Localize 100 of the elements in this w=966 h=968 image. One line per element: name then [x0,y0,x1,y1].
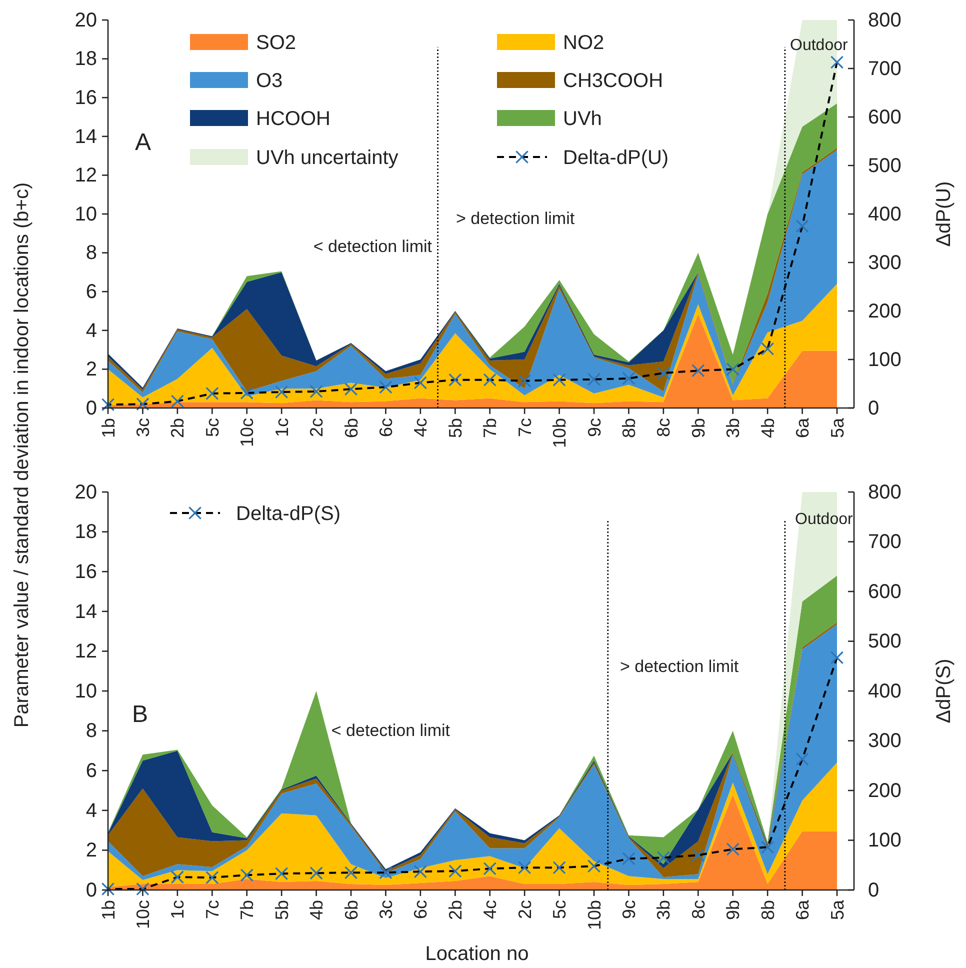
legend-label: UVh [563,108,602,130]
x-tick-label: 9c [619,900,640,920]
x-tick-label: 1c [272,418,292,438]
x-tick-label: 5c [550,900,570,920]
x-tick-label: 9c [584,418,604,438]
y2-tick-label: 600 [868,106,902,128]
y2-tick-label: 400 [868,203,902,226]
x-tick-label: 6b [341,900,362,920]
x-tick-label: 2b [445,900,466,920]
x-tick-label: 2c [306,418,327,438]
y-tick-label: 10 [74,680,97,702]
x-tick-label: 6a [792,899,813,920]
x-tick-label: 6c [376,418,396,438]
x-tick-label: 4b [758,418,778,438]
annotation: > detection limit [620,657,739,676]
x-tick-label: 8b [619,418,640,438]
x-axis-title: Location no [425,943,529,965]
y-tick-label: 12 [74,164,97,187]
legend-label: Delta-dP(U) [563,147,669,169]
y2-tick-label: 0 [868,397,880,420]
y-tick-label: 0 [86,397,97,420]
x-tick-label: 5b [272,900,292,920]
x-tick-label: 3c [133,418,154,438]
y-tick-label: 4 [86,320,97,342]
legend-label: HCOOH [256,108,330,130]
y2-tick-label: 500 [868,154,902,177]
x-tick-label: 8c [654,418,674,438]
x-tick-label: 4c [410,418,431,438]
x-tick-label: 7c [514,418,535,438]
x-tick-label: 1b [98,418,118,438]
y2-tick-label: 600 [868,580,902,603]
y-tick-label: 6 [86,760,97,782]
annotation: A [135,129,152,156]
y-axis-title: Parameter value / standard deviation in indoor locations (b+c) [11,182,33,728]
x-tick-label: 10b [584,900,604,930]
annotation: B [132,701,148,728]
x-tick-label: 1b [98,900,118,920]
y2-tick-label: 300 [868,252,902,274]
x-tick-label: 6b [341,418,362,438]
y-tick-label: 18 [74,48,97,70]
y2-tick-label: 700 [868,58,902,80]
x-tick-label: 9b [688,418,708,438]
y2-tick-label: 700 [868,531,902,554]
x-tick-label: 3c [376,900,396,920]
x-tick-label: 7b [480,418,500,438]
y-tick-label: 20 [74,9,97,32]
x-tick-label: 5b [445,418,466,438]
y2-tick-label: 500 [868,630,902,653]
y-tick-label: 2 [86,840,97,862]
x-tick-label: 5c [202,418,222,438]
x-tick-label: 5a [827,417,848,438]
y-tick-label: 20 [74,481,97,504]
legend-label: UVh uncertainty [256,147,398,169]
y-tick-label: 0 [86,879,97,902]
x-tick-label: 6c [410,900,431,920]
y2-tick-label: 400 [868,680,902,702]
annotation: < detection limit [313,237,432,256]
y-tick-label: 8 [86,242,97,264]
y2-axis-title: ΔdP(U) [933,181,955,247]
x-tick-label: 7b [237,900,258,920]
x-tick-label: 3b [654,900,674,920]
annotation: Outdoor [790,37,848,54]
y-tick-label: 12 [74,640,97,663]
x-tick-label: 2c [514,900,535,920]
x-tick-label: 1c [168,900,188,920]
x-tick-label: 3b [723,418,744,438]
x-tick-label: 2b [168,418,188,438]
annotation: Outdoor [795,511,854,528]
x-tick-label: 4b [306,900,327,920]
x-tick-label: 9b [723,900,744,920]
y2-tick-label: 0 [868,879,880,902]
x-tick-label: 7c [202,900,222,920]
y2-tick-label: 300 [868,730,902,752]
legend-label: CH3COOH [563,70,664,92]
legend-label: SO2 [256,32,296,54]
y-tick-label: 14 [74,600,97,623]
y-tick-label: 10 [74,203,97,226]
x-tick-label: 6a [792,417,813,438]
y2-tick-label: 100 [868,830,902,852]
x-tick-label: 10b [550,418,570,448]
y2-tick-label: 200 [868,780,902,802]
y-tick-label: 8 [86,720,97,742]
x-tick-label: 5a [827,899,848,920]
y-tick-label: 18 [74,521,97,544]
legend-label: O3 [256,70,283,92]
x-tick-label: 8c [688,900,708,920]
y-tick-label: 6 [86,281,97,303]
legend-label: Delta-dP(S) [236,503,340,525]
x-tick-label: 4c [480,900,500,920]
y2-tick-label: 800 [868,9,902,32]
y2-tick-label: 100 [868,348,902,371]
x-tick-label: 10c [133,900,154,930]
y2-axis-title: ΔdP(S) [933,658,955,724]
legend-label: NO2 [563,32,604,54]
x-tick-label: 8b [758,900,778,920]
y-tick-label: 16 [74,87,97,109]
y2-tick-label: 800 [868,481,902,504]
y-tick-label: 2 [86,358,97,381]
y2-tick-label: 200 [868,300,902,322]
y-tick-label: 16 [74,561,97,583]
